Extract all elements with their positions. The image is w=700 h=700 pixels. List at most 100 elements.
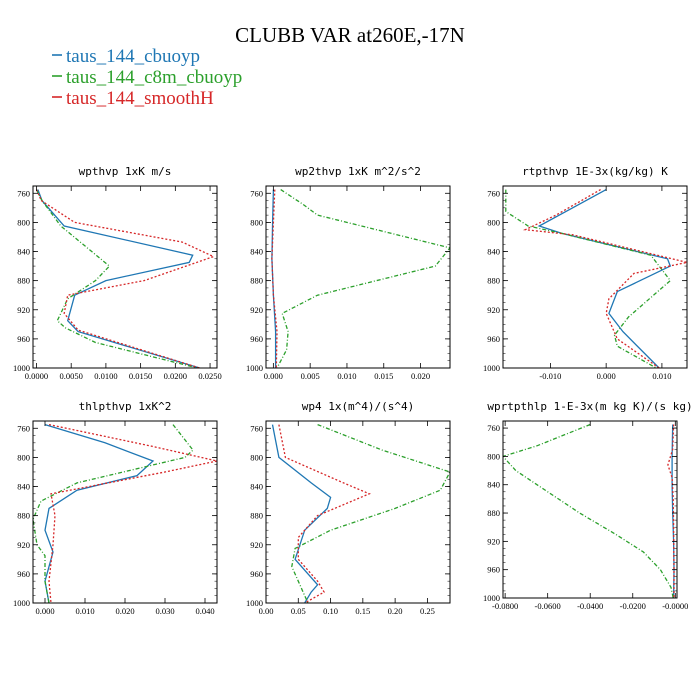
x-tick-label: -0.0000 — [662, 601, 688, 611]
y-tick-label: 1000 — [483, 593, 500, 603]
y-tick-label: 840 — [487, 480, 500, 490]
x-tick-label: 0.010 — [337, 371, 356, 381]
series-line-0 — [44, 423, 155, 603]
y-tick-label: 920 — [250, 305, 263, 315]
x-tick-label: 0.010 — [652, 371, 671, 381]
x-tick-label: 0.0100 — [94, 371, 117, 381]
panel-1: wp2thvp 1xK m^2/s^2 760 800 840 880 920 960 100… — [246, 165, 451, 381]
legend-item-c8m-cbuoyp: taus_144_c8m_cbuoyp — [66, 67, 242, 88]
x-tick-label: 0.10 — [323, 606, 338, 616]
y-tick-label: 760 — [487, 423, 500, 433]
x-tick-label: 0.005 — [301, 371, 320, 381]
y-tick-label: 760 — [250, 188, 263, 198]
y-tick-label: 960 — [17, 569, 30, 579]
series-line-0 — [271, 189, 277, 368]
y-tick-label: 880 — [487, 276, 500, 286]
y-tick-label: 800 — [17, 217, 30, 227]
panels: wpthvp 1xK m/s76080084088092096010000.00… — [13, 165, 693, 616]
y-tick-label: 1000 — [13, 598, 30, 608]
series-line-2 — [278, 424, 371, 603]
legend-item-smoothH: taus_144_smoothH — [66, 88, 214, 109]
panel-title: rtpthvp 1E-3x(kg/kg) K — [522, 165, 668, 178]
y-tick-label: 920 — [17, 540, 30, 550]
series-line-2 — [35, 189, 216, 368]
x-tick-label: 0.0200 — [164, 371, 187, 381]
x-tick-label: 0.000 — [264, 371, 283, 381]
y-tick-label: 760 — [487, 188, 500, 198]
plot-frame — [265, 420, 451, 604]
panel-title: wpthvp 1xK m/s — [79, 165, 172, 178]
x-tick-label: -0.010 — [539, 371, 561, 381]
x-tick-label: 0.00 — [259, 606, 274, 616]
y-tick-label: 960 — [487, 565, 500, 575]
panel-2: rtpthvp 1E-3x(kg/kg) K 760 800 840 880 920 960… — [483, 165, 688, 381]
x-tick-label: 0.020 — [115, 606, 134, 616]
x-tick-label: -0.0200 — [620, 601, 646, 611]
y-tick-label: 880 — [250, 511, 263, 521]
series-line-2 — [48, 423, 217, 603]
plot-frame — [502, 185, 688, 369]
y-tick-label: 760 — [250, 423, 263, 433]
y-tick-label: 920 — [487, 305, 500, 315]
y-tick-label: 920 — [17, 305, 30, 315]
y-tick-label: 760 — [17, 188, 30, 198]
x-tick-label: 0.000 — [35, 606, 54, 616]
figure-title: CLUBB VAR at260E,-17N — [235, 23, 465, 47]
x-tick-label: 0.030 — [155, 606, 174, 616]
y-tick-label: 840 — [250, 482, 263, 492]
y-tick-label: 960 — [250, 569, 263, 579]
y-tick-label: 800 — [487, 451, 500, 461]
y-tick-label: 840 — [487, 247, 500, 257]
series-line-2 — [271, 189, 278, 368]
series-line-2 — [522, 189, 687, 368]
x-tick-label: 0.040 — [195, 606, 214, 616]
plot-frame — [265, 185, 451, 369]
panel-title: wp4 1x(m^4)/(s^4) — [302, 400, 415, 413]
series-line-1 — [33, 424, 194, 603]
y-tick-label: 800 — [250, 217, 263, 227]
series-line-0 — [37, 189, 200, 368]
x-tick-label: 0.0150 — [129, 371, 152, 381]
x-tick-label: 0.20 — [388, 606, 403, 616]
x-tick-label: 0.015 — [374, 371, 393, 381]
x-tick-label: 0.05 — [291, 606, 306, 616]
plot-frame — [32, 185, 218, 369]
y-tick-label: 800 — [250, 452, 263, 462]
y-tick-label: 880 — [250, 276, 263, 286]
y-tick-label: 880 — [17, 511, 30, 521]
x-tick-label: 0.000 — [597, 371, 616, 381]
x-tick-label: -0.0800 — [492, 601, 518, 611]
y-tick-label: 880 — [17, 276, 30, 286]
y-tick-label: 920 — [250, 540, 263, 550]
x-tick-label: 0.010 — [75, 606, 94, 616]
y-tick-label: 800 — [17, 452, 30, 462]
y-tick-label: 1000 — [483, 363, 500, 373]
y-tick-label: 1000 — [13, 363, 30, 373]
panel-title: thlpthvp 1xK^2 — [79, 400, 172, 413]
x-tick-label: 0.25 — [420, 606, 435, 616]
y-tick-label: 840 — [17, 482, 30, 492]
y-tick-label: 840 — [17, 247, 30, 257]
y-tick-label: 920 — [487, 536, 500, 546]
legend-item-cbuoyp: taus_144_cbuoyp — [66, 46, 200, 67]
x-tick-label: 0.020 — [411, 371, 430, 381]
series-line-2 — [667, 424, 675, 598]
x-tick-label: 0.15 — [355, 606, 370, 616]
series-line-0 — [537, 189, 672, 368]
panel-0: wpthvp 1xK m/s76080084088092096010000.00… — [13, 165, 222, 381]
y-tick-label: 880 — [487, 508, 500, 518]
y-tick-label: 760 — [17, 423, 30, 433]
y-tick-label: 1000 — [246, 363, 263, 373]
panel-5: wprtpthlp 1-E-3x(m kg K)/(s kg) 760 800 840… — [483, 400, 693, 611]
series-line-1 — [291, 423, 450, 603]
y-tick-label: 800 — [487, 217, 500, 227]
x-tick-label: -0.0400 — [577, 601, 603, 611]
x-tick-label: 0.0050 — [60, 371, 83, 381]
panel-title: wprtpthlp 1-E-3x(m kg K)/(s kg) — [487, 400, 692, 413]
x-tick-label: 0.0000 — [25, 371, 48, 381]
y-tick-label: 1000 — [246, 598, 263, 608]
panel-4: wp4 1x(m^4)/(s^4)76080084088092096010000… — [246, 400, 451, 616]
x-tick-label: -0.0600 — [535, 601, 561, 611]
